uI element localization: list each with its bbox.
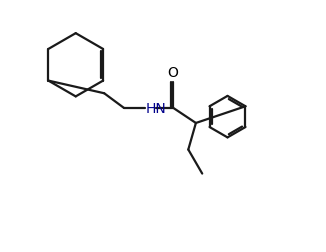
Text: HN: HN — [145, 101, 166, 115]
Text: O: O — [168, 66, 179, 80]
